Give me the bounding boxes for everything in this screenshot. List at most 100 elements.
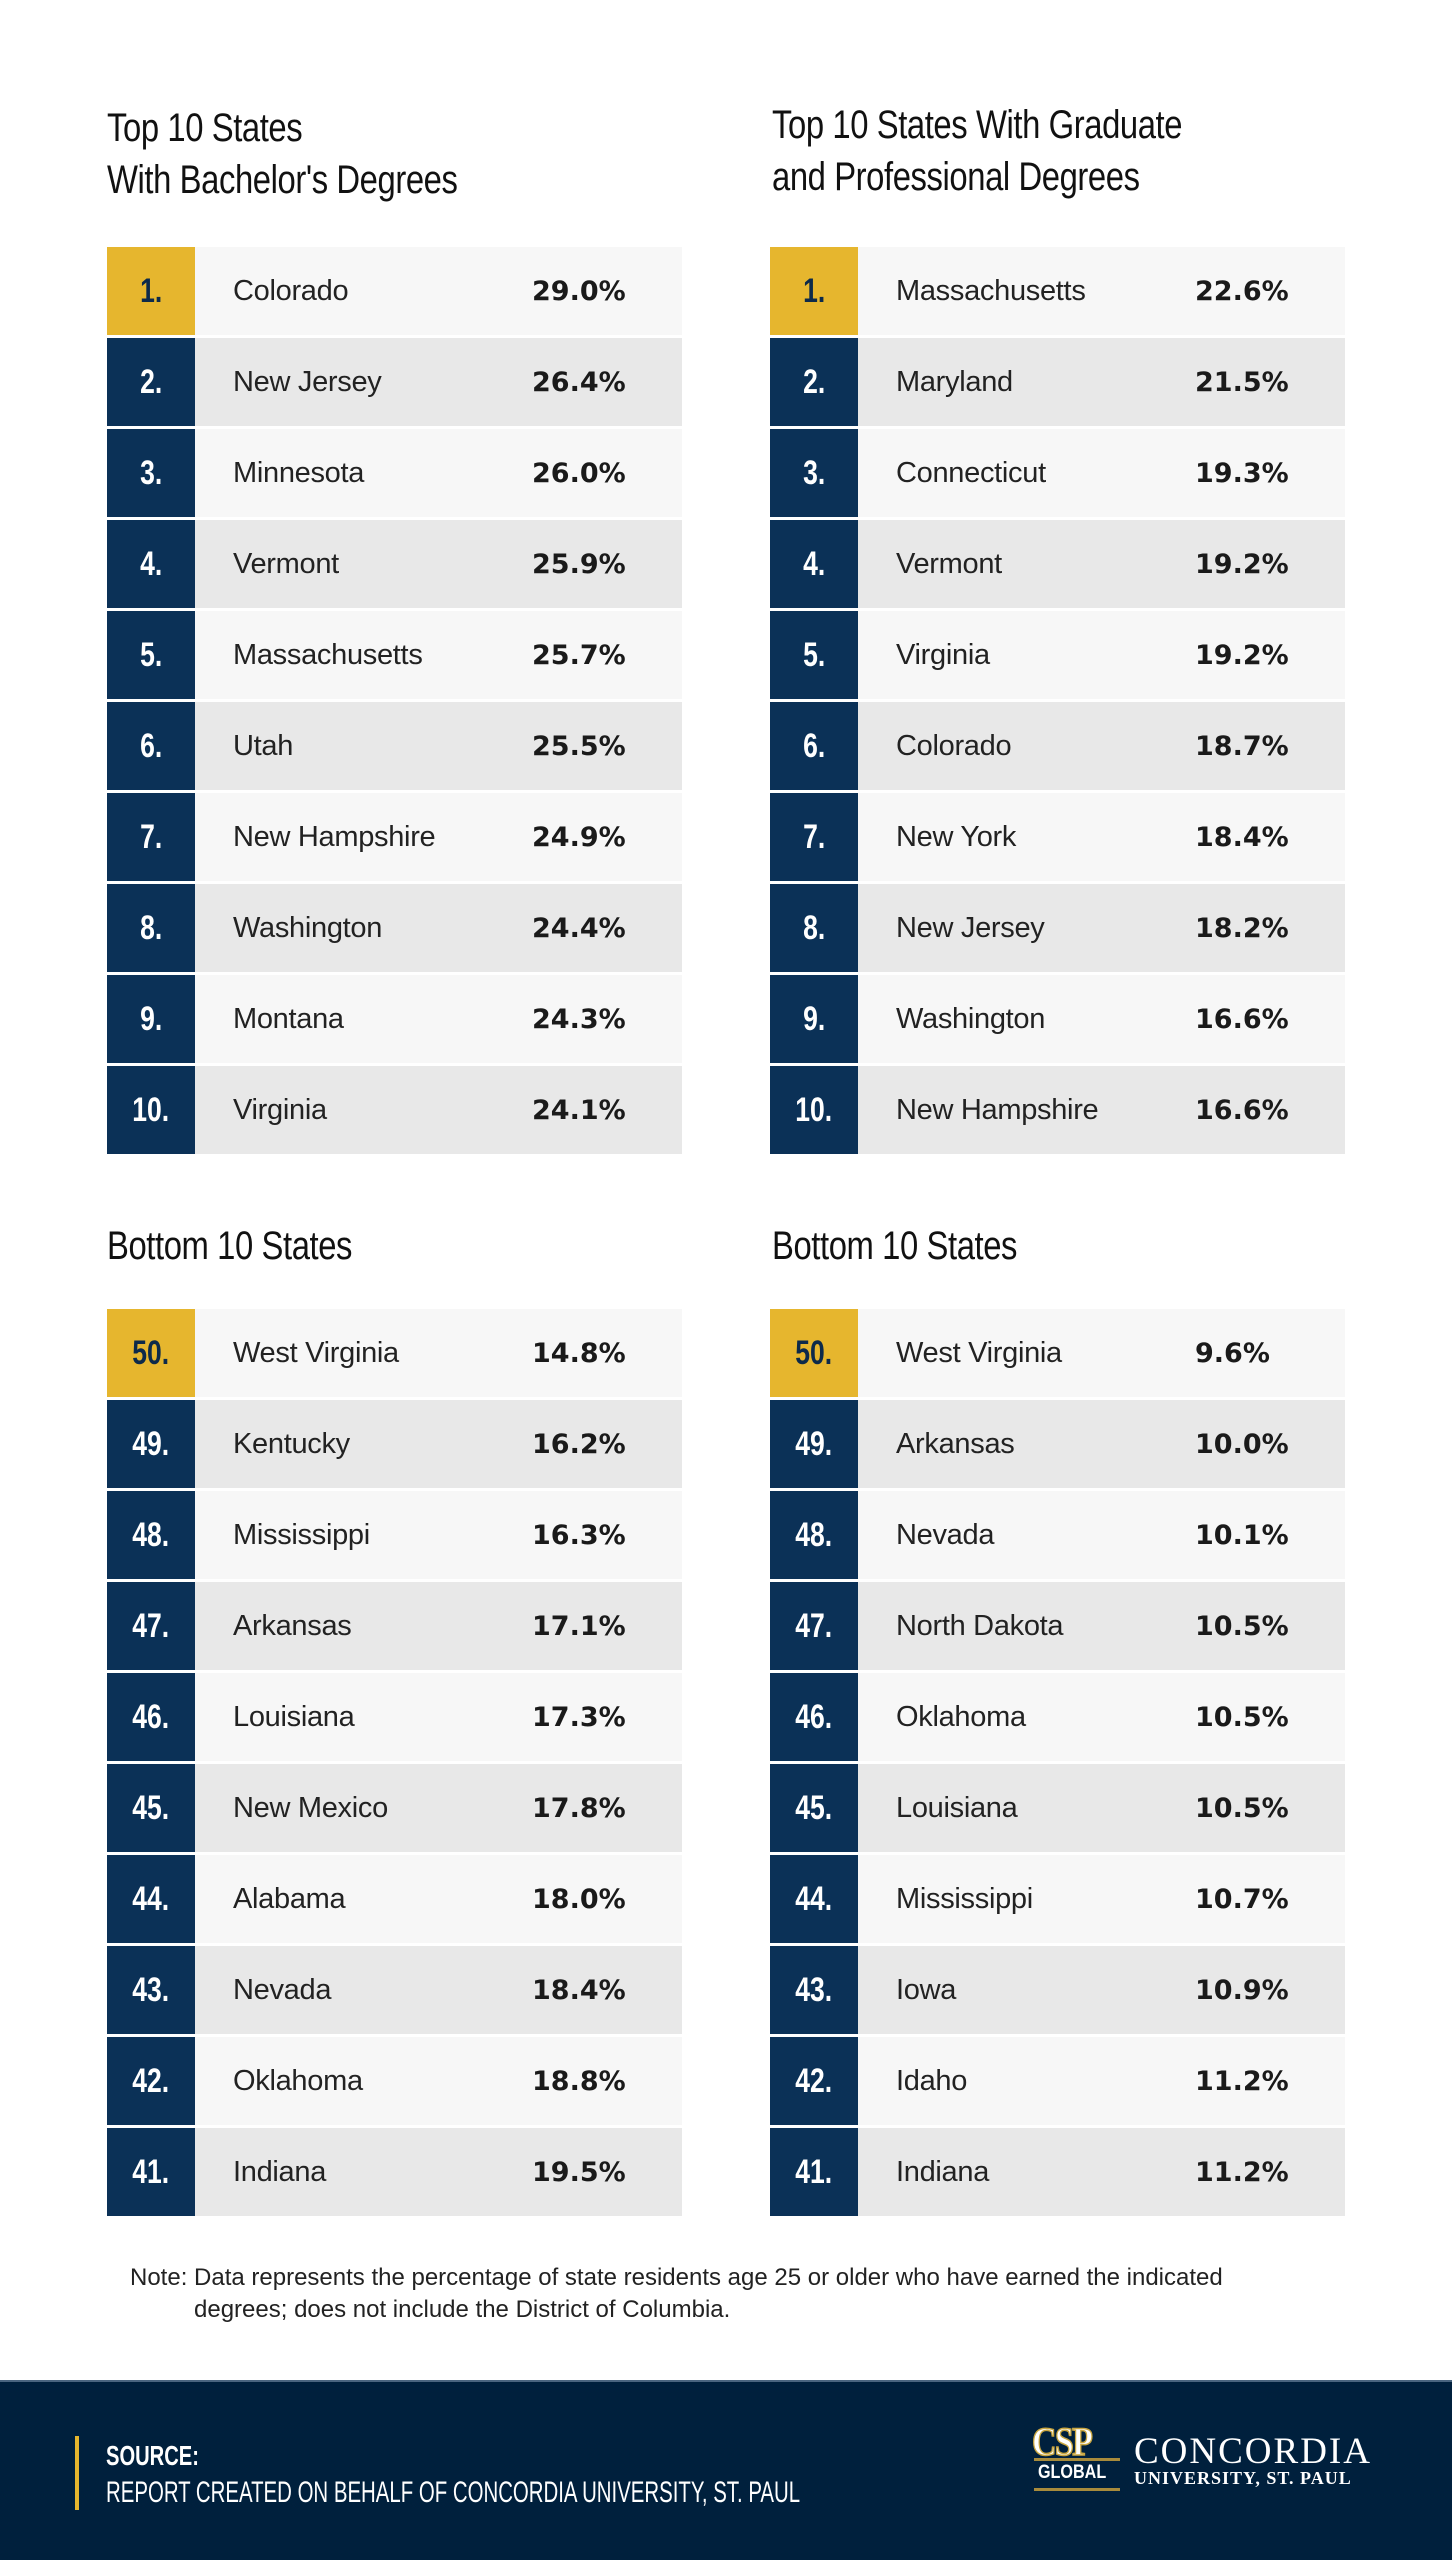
table-row: 42. Idaho 11.2% [770, 2037, 1345, 2125]
state-name: Kentucky [233, 1427, 350, 1460]
rank-badge: 6. [770, 702, 858, 790]
percent-value: 10.5% [1195, 1610, 1289, 1642]
table-row: 50. West Virginia 9.6% [770, 1309, 1345, 1397]
percent-value: 19.3% [1195, 457, 1289, 489]
state-name: West Virginia [896, 1336, 1062, 1369]
row-cell: Washington 24.4% [195, 884, 682, 972]
row-cell: New Hampshire 16.6% [858, 1066, 1345, 1154]
table-row: 3. Connecticut 19.3% [770, 429, 1345, 517]
table-row: 6. Utah 25.5% [107, 702, 682, 790]
table-row: 48. Nevada 10.1% [770, 1491, 1345, 1579]
row-cell: Oklahoma 10.5% [858, 1673, 1345, 1761]
state-name: Virginia [896, 638, 990, 671]
csp-global-logo: CSP GLOBAL CONCORDIA UNIVERSITY, ST. PAU… [1031, 2418, 1432, 2498]
rank-badge: 10. [107, 1066, 195, 1154]
rank-number: 1. [802, 271, 826, 310]
rank-number: 46. [132, 1697, 170, 1736]
state-name: New Hampshire [233, 820, 436, 853]
row-cell: Massachusetts 25.7% [195, 611, 682, 699]
percent-value: 24.1% [532, 1094, 626, 1126]
table-row: 8. New Jersey 18.2% [770, 884, 1345, 972]
rank-number: 7. [802, 817, 826, 856]
row-cell: New York 18.4% [858, 793, 1345, 881]
rank-number: 5. [139, 635, 163, 674]
logo-university-tagline: UNIVERSITY, ST. PAUL [1134, 2468, 1352, 2488]
rank-number: 43. [795, 1970, 833, 2009]
rank-number: 45. [132, 1788, 170, 1827]
rank-badge: 50. [770, 1309, 858, 1397]
percent-value: 19.2% [1195, 548, 1289, 580]
percent-value: 11.2% [1195, 2156, 1289, 2188]
percent-value: 19.5% [532, 2156, 626, 2188]
rank-number: 48. [795, 1515, 833, 1554]
percent-value: 24.9% [532, 821, 626, 853]
state-name: Indiana [896, 2155, 990, 2188]
table-row: 9. Montana 24.3% [107, 975, 682, 1063]
table-row: 46. Oklahoma 10.5% [770, 1673, 1345, 1761]
rank-number: 46. [795, 1697, 833, 1736]
state-name: Oklahoma [233, 2064, 363, 2097]
state-name: Minnesota [233, 456, 365, 489]
rank-badge: 42. [770, 2037, 858, 2125]
rank-badge: 1. [770, 247, 858, 335]
state-name: Iowa [896, 1973, 957, 2006]
row-cell: Massachusetts 22.6% [858, 247, 1345, 335]
row-cell: Idaho 11.2% [858, 2037, 1345, 2125]
state-name: Alabama [233, 1882, 346, 1915]
rank-badge: 10. [770, 1066, 858, 1154]
state-name: Oklahoma [896, 1700, 1026, 1733]
rank-number: 47. [132, 1606, 170, 1645]
row-cell: Indiana 19.5% [195, 2128, 682, 2216]
state-name: Maryland [896, 365, 1013, 398]
rank-number: 44. [132, 1879, 170, 1918]
table-row: 43. Iowa 10.9% [770, 1946, 1345, 2034]
rank-badge: 7. [107, 793, 195, 881]
table-row: 47. North Dakota 10.5% [770, 1582, 1345, 1670]
rank-badge: 49. [770, 1400, 858, 1488]
row-cell: New Mexico 17.8% [195, 1764, 682, 1852]
table-row: 5. Massachusetts 25.7% [107, 611, 682, 699]
rank-number: 44. [795, 1879, 833, 1918]
percent-value: 18.4% [1195, 821, 1289, 853]
row-cell: Mississippi 10.7% [858, 1855, 1345, 1943]
percent-value: 17.8% [532, 1792, 626, 1824]
rank-number: 4. [802, 544, 826, 583]
state-name: Idaho [896, 2064, 968, 2097]
rank-badge: 5. [770, 611, 858, 699]
rank-badge: 44. [770, 1855, 858, 1943]
rank-number: 7. [139, 817, 163, 856]
footer: SOURCE: REPORT CREATED ON BEHALF OF CONC… [0, 2380, 1452, 2560]
table-row: 7. New York 18.4% [770, 793, 1345, 881]
percent-value: 26.0% [532, 457, 626, 489]
percent-value: 29.0% [532, 275, 626, 307]
rank-badge: 41. [107, 2128, 195, 2216]
percent-value: 21.5% [1195, 366, 1289, 398]
state-name: Arkansas [233, 1609, 352, 1642]
rank-number: 8. [139, 908, 163, 947]
row-cell: Vermont 25.9% [195, 520, 682, 608]
percent-value: 24.4% [532, 912, 626, 944]
table-row: 42. Oklahoma 18.8% [107, 2037, 682, 2125]
note-line-1: Note: Data represents the percentage of … [130, 2264, 1223, 2291]
rank-number: 8. [802, 908, 826, 947]
rank-number: 42. [132, 2061, 170, 2100]
state-name: Vermont [896, 547, 1002, 580]
rank-number: 2. [139, 362, 163, 401]
rank-number: 3. [139, 453, 163, 492]
table-row: 1. Colorado 29.0% [107, 247, 682, 335]
rank-badge: 4. [770, 520, 858, 608]
percent-value: 10.9% [1195, 1974, 1289, 2006]
row-cell: Louisiana 10.5% [858, 1764, 1345, 1852]
note-line-2: degrees; does not include the District o… [194, 2296, 731, 2323]
logo-rule-top [1034, 2458, 1120, 2461]
percent-value: 17.3% [532, 1701, 626, 1733]
source-label: SOURCE: [106, 2440, 199, 2471]
percent-value: 10.5% [1195, 1792, 1289, 1824]
percent-value: 18.8% [532, 2065, 626, 2097]
percent-value: 18.0% [532, 1883, 626, 1915]
rank-badge: 48. [770, 1491, 858, 1579]
state-name: Vermont [233, 547, 339, 580]
state-name: New Jersey [233, 365, 382, 398]
state-name: Virginia [233, 1093, 327, 1126]
state-name: Nevada [896, 1518, 995, 1551]
